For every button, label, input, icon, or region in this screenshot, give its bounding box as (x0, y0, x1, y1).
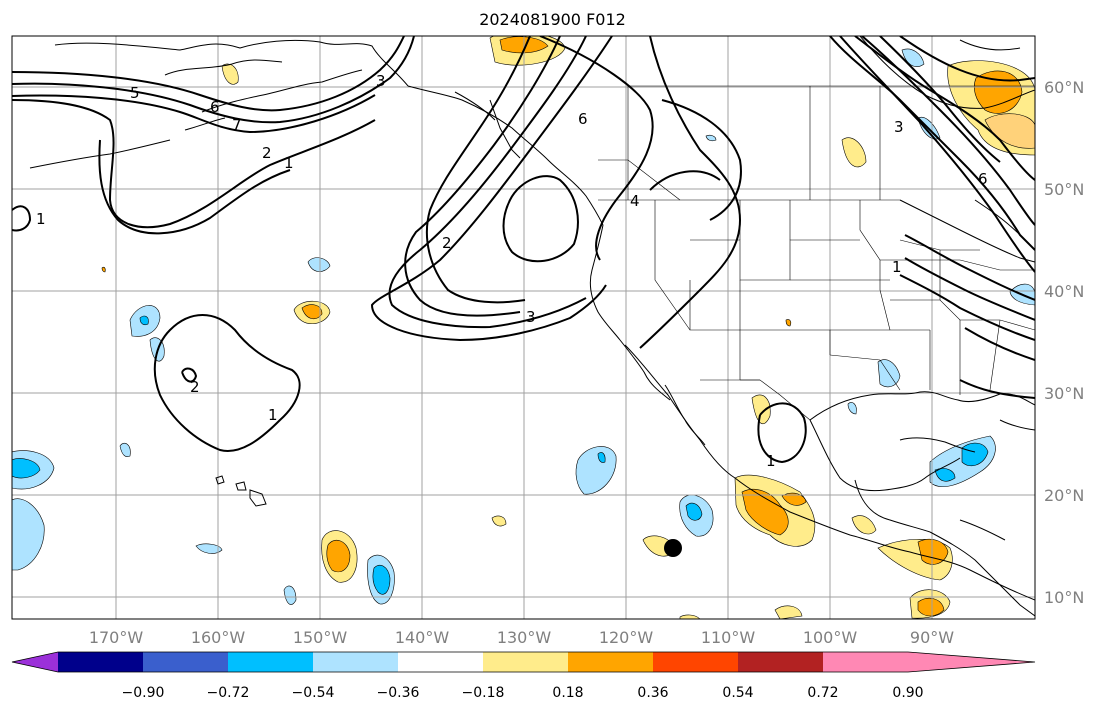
lat-label: 50°N (1044, 180, 1084, 199)
colorbar-tick: −0.36 (377, 685, 420, 701)
shaded-anomalies (12, 36, 1035, 619)
colorbar-segment (823, 652, 908, 672)
lon-label: 120°W (599, 628, 654, 647)
lat-label: 10°N (1044, 588, 1084, 607)
colorbar-tick: 0.90 (892, 685, 923, 701)
contour-label: 6 (210, 98, 220, 116)
lon-label: 160°W (191, 628, 246, 647)
colorbar-segment (653, 652, 738, 672)
lon-label: 140°W (395, 628, 450, 647)
lat-label: 40°N (1044, 282, 1084, 301)
contour-label: 1 (36, 210, 46, 228)
colorbar: −0.90 −0.72 −0.54 −0.36 −0.18 0.18 0.36 … (11, 651, 1036, 701)
colorbar-tick: −0.90 (122, 685, 165, 701)
contour-label: 2 (442, 234, 452, 252)
contour-label: 4 (630, 192, 640, 210)
contour-label: 1 (766, 452, 776, 470)
colorbar-segment (568, 652, 653, 672)
latitude-labels: 60°N 50°N 40°N 30°N 20°N 10°N (1044, 78, 1084, 607)
contour-label: 2 (190, 378, 200, 396)
contour-labels: 5 6 7 2 1 1 2 1 2 3 6 4 3 6 1 3 1 (36, 72, 988, 470)
longitude-labels: 170°W 160°W 150°W 140°W 130°W 120°W 110°… (89, 628, 954, 647)
lon-label: 110°W (701, 628, 756, 647)
lon-label: 150°W (293, 628, 348, 647)
storm-center-marker (664, 539, 682, 557)
map-frame (11, 35, 1036, 620)
contour-label: 2 (262, 144, 272, 162)
graticule (12, 36, 1035, 619)
colorbar-segment (228, 652, 313, 672)
colorbar-segment (738, 652, 823, 672)
colorbar-tick: 0.36 (637, 685, 668, 701)
colorbar-segment (313, 652, 398, 672)
lon-label: 90°W (910, 628, 954, 647)
contour-label: 3 (526, 308, 536, 326)
lon-label: 100°W (803, 628, 858, 647)
colorbar-min-extend (12, 652, 58, 672)
colorbar-tick: 0.18 (552, 685, 583, 701)
colorbar-tick: 0.54 (722, 685, 753, 701)
colorbar-segment (398, 652, 483, 672)
colorbar-tick: −0.72 (207, 685, 250, 701)
contour-label: 7 (232, 116, 242, 134)
colorbar-tick: 0.72 (807, 685, 838, 701)
contour-label: 3 (376, 72, 386, 90)
political-borders (598, 85, 1035, 421)
contour-label: 5 (130, 84, 140, 102)
map-title: 2024081900 F012 (479, 10, 626, 29)
colorbar-tick: −0.18 (462, 685, 505, 701)
colorbar-segment (58, 652, 143, 672)
lat-label: 30°N (1044, 384, 1084, 403)
contour-label: 1 (284, 154, 294, 172)
contour-label: 1 (892, 258, 902, 276)
lat-label: 20°N (1044, 486, 1084, 505)
contour-label: 3 (894, 118, 904, 136)
colorbar-segment (143, 652, 228, 672)
contour-label: 6 (978, 170, 988, 188)
lon-label: 130°W (497, 628, 552, 647)
contours (12, 36, 1035, 464)
colorbar-segment (483, 652, 568, 672)
colorbar-max-extend (908, 652, 1035, 672)
lon-label: 170°W (89, 628, 144, 647)
contour-label: 6 (578, 110, 588, 128)
lat-label: 60°N (1044, 78, 1084, 97)
contour-label: 1 (268, 406, 278, 424)
colorbar-outline (11, 651, 1036, 673)
colorbar-tick: −0.54 (292, 685, 335, 701)
